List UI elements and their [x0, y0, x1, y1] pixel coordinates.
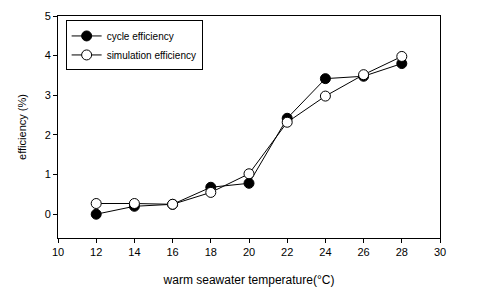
- svg-text:5: 5: [45, 10, 51, 22]
- svg-text:cycle efficiency: cycle efficiency: [107, 31, 174, 42]
- svg-text:warm seawater temperature(°C): warm seawater temperature(°C): [163, 273, 335, 287]
- svg-text:22: 22: [281, 246, 293, 258]
- svg-text:10: 10: [52, 246, 64, 258]
- svg-text:3: 3: [45, 89, 51, 101]
- svg-text:4: 4: [45, 49, 51, 61]
- svg-text:16: 16: [166, 246, 178, 258]
- svg-text:12: 12: [90, 246, 102, 258]
- svg-text:30: 30: [434, 246, 446, 258]
- svg-text:efficiency (%): efficiency (%): [16, 94, 28, 160]
- svg-text:28: 28: [396, 246, 408, 258]
- svg-text:18: 18: [205, 246, 217, 258]
- svg-text:0: 0: [45, 208, 51, 220]
- svg-text:20: 20: [243, 246, 255, 258]
- svg-text:14: 14: [128, 246, 140, 258]
- svg-text:1: 1: [45, 168, 51, 180]
- svg-text:simulation efficiency: simulation efficiency: [107, 50, 196, 61]
- svg-text:2: 2: [45, 129, 51, 141]
- svg-text:26: 26: [357, 246, 369, 258]
- svg-text:24: 24: [319, 246, 331, 258]
